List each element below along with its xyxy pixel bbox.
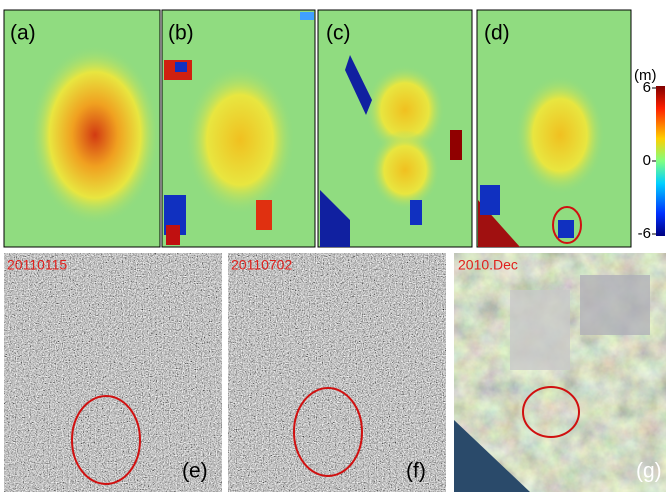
panel-label: (f) (406, 460, 426, 483)
colorbar-tick-label: 0 (643, 152, 651, 169)
page: (a) (b) (c) (d) (m) 60-6 20110115 (e) 20… (0, 0, 668, 494)
colorbar: (m) 60-6 (634, 67, 665, 242)
panel-label: (c) (326, 22, 351, 45)
panel-label: (g) (636, 460, 662, 483)
colorbar-ramp (656, 86, 665, 236)
panel-label: (e) (182, 460, 208, 483)
panel-g: 2010.Dec (g) (454, 253, 666, 492)
panel-label: (a) (10, 22, 36, 45)
panel-e: 20110115 (e) (4, 253, 222, 492)
panel-label: (d) (484, 22, 510, 45)
panel-d: (d) (477, 10, 631, 247)
panel-a: (a) (4, 10, 160, 247)
date-label: 2010.Dec (458, 257, 518, 273)
panel-label: (b) (168, 22, 194, 45)
figure: (a) (b) (c) (d) (m) 60-6 20110115 (e) 20… (0, 0, 668, 494)
date-label: 20110702 (231, 257, 292, 273)
colorbar-tick-label: 6 (643, 79, 651, 96)
panel-b: (b) (162, 10, 315, 247)
date-label: 20110115 (7, 257, 67, 273)
panel-c: (c) (318, 10, 472, 247)
panel-f: 20110702 (f) (228, 253, 446, 492)
colorbar-tick-label: -6 (638, 225, 651, 242)
